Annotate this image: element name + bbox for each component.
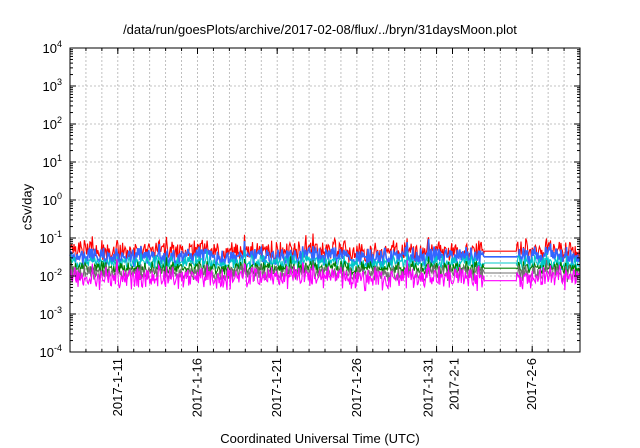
x-axis-ticks: 2017-1-11 2017-1-16 2017-1-21 2017-1-26 2017… bbox=[85, 48, 565, 417]
y-tick-exponent: -2 bbox=[54, 267, 62, 277]
y-tick-exponent: -3 bbox=[54, 305, 62, 315]
y-tick-exponent: 0 bbox=[57, 191, 62, 201]
x-axis-label: Coordinated Universal Time (UTC) bbox=[220, 431, 420, 446]
y-tick-exponent: 3 bbox=[57, 77, 62, 87]
y-tick-label: 100 bbox=[43, 191, 62, 208]
series-line bbox=[69, 259, 581, 284]
x-tick-label: 2017-1-31 bbox=[421, 358, 436, 417]
y-tick-exponent: -4 bbox=[54, 343, 62, 353]
y-tick-exponent: 4 bbox=[57, 39, 62, 49]
series-line bbox=[69, 249, 581, 272]
series-line bbox=[69, 259, 581, 292]
y-tick-exponent: 1 bbox=[57, 153, 62, 163]
y-tick-label: 10-4 bbox=[40, 343, 62, 360]
x-tick-label: 2017-1-26 bbox=[349, 358, 364, 417]
x-tick-label: 2017-2-1 bbox=[447, 358, 462, 410]
chart-title: /data/run/goesPlots/archive/2017-02-08/f… bbox=[123, 22, 517, 37]
x-tick-label: 2017-2-6 bbox=[524, 358, 539, 410]
y-tick-label: 104 bbox=[43, 39, 62, 56]
x-tick-label: 2017-1-11 bbox=[110, 358, 125, 416]
series-layer bbox=[69, 233, 581, 292]
x-tick-label: 2017-1-16 bbox=[190, 358, 205, 417]
y-tick-label: 102 bbox=[43, 115, 62, 132]
y-tick-exponent: -1 bbox=[54, 229, 62, 239]
y-tick-exponent: 2 bbox=[57, 115, 62, 125]
y-tick-label: 10-1 bbox=[40, 229, 62, 246]
grid-lines bbox=[70, 48, 580, 352]
y-tick-label: 10-2 bbox=[40, 267, 62, 284]
x-tick-label: 2017-1-21 bbox=[269, 358, 284, 417]
y-tick-label: 10-3 bbox=[40, 305, 62, 322]
y-tick-label: 103 bbox=[43, 77, 62, 94]
y-tick-label: 101 bbox=[43, 153, 62, 170]
